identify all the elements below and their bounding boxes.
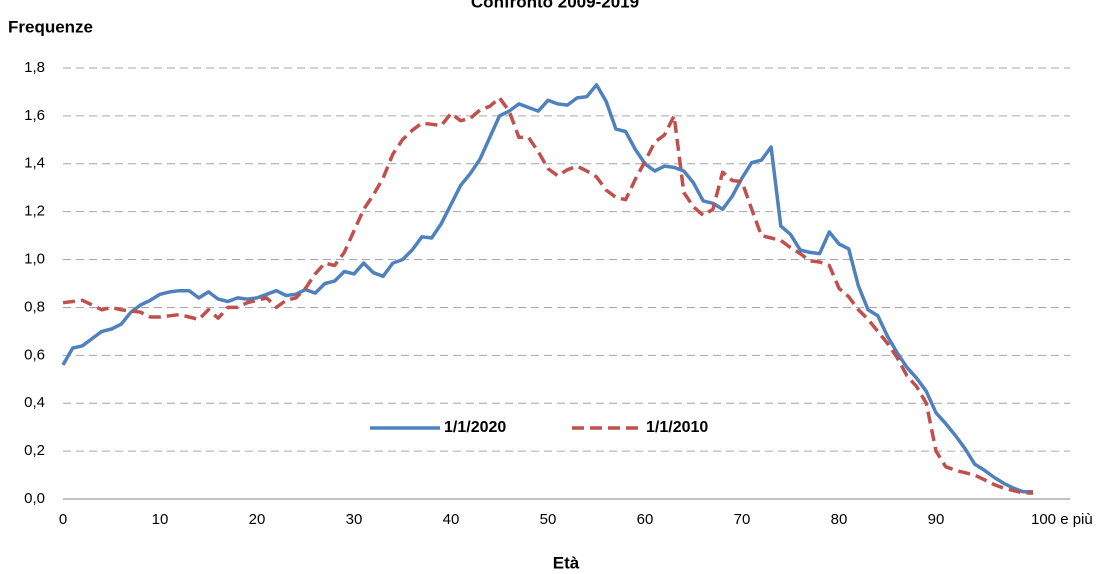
- x-tick-label: 0: [59, 511, 67, 528]
- y-tick-label: 1,4: [24, 155, 45, 172]
- x-tick-label: 30: [346, 511, 363, 528]
- x-tick-label: 50: [540, 511, 557, 528]
- x-tick-label: 20: [249, 511, 266, 528]
- y-tick-label: 0,8: [24, 298, 45, 315]
- x-tick-label: 60: [637, 511, 654, 528]
- legend-label: 1/1/2010: [646, 419, 708, 436]
- series-line: [61, 83, 1033, 494]
- y-tick-label: 1,8: [24, 59, 45, 76]
- x-tick-label: 90: [928, 511, 945, 528]
- y-tick-label: 1,6: [24, 107, 45, 124]
- y-axis-label: Frequenze: [8, 17, 93, 36]
- x-tick-label: 80: [831, 511, 848, 528]
- y-tick-label: 1,0: [24, 251, 45, 268]
- y-tick-label: 0,4: [24, 394, 45, 411]
- x-tick-label: 40: [443, 511, 460, 528]
- y-tick-label: 1,2: [24, 203, 45, 220]
- x-tick-label: 70: [734, 511, 751, 528]
- legend-label: 1/1/2020: [444, 419, 506, 436]
- y-tick-label: 0,0: [24, 490, 45, 507]
- y-tick-label: 0,2: [24, 442, 45, 459]
- chart-title: Confronto 2009-2019: [471, 0, 639, 11]
- series-line: [62, 96, 1033, 495]
- y-tick-label: 0,6: [24, 346, 45, 363]
- x-axis-label: Età: [553, 553, 580, 572]
- x-tick-label: 10: [152, 511, 169, 528]
- x-tick-label: 100 e più: [1031, 511, 1093, 528]
